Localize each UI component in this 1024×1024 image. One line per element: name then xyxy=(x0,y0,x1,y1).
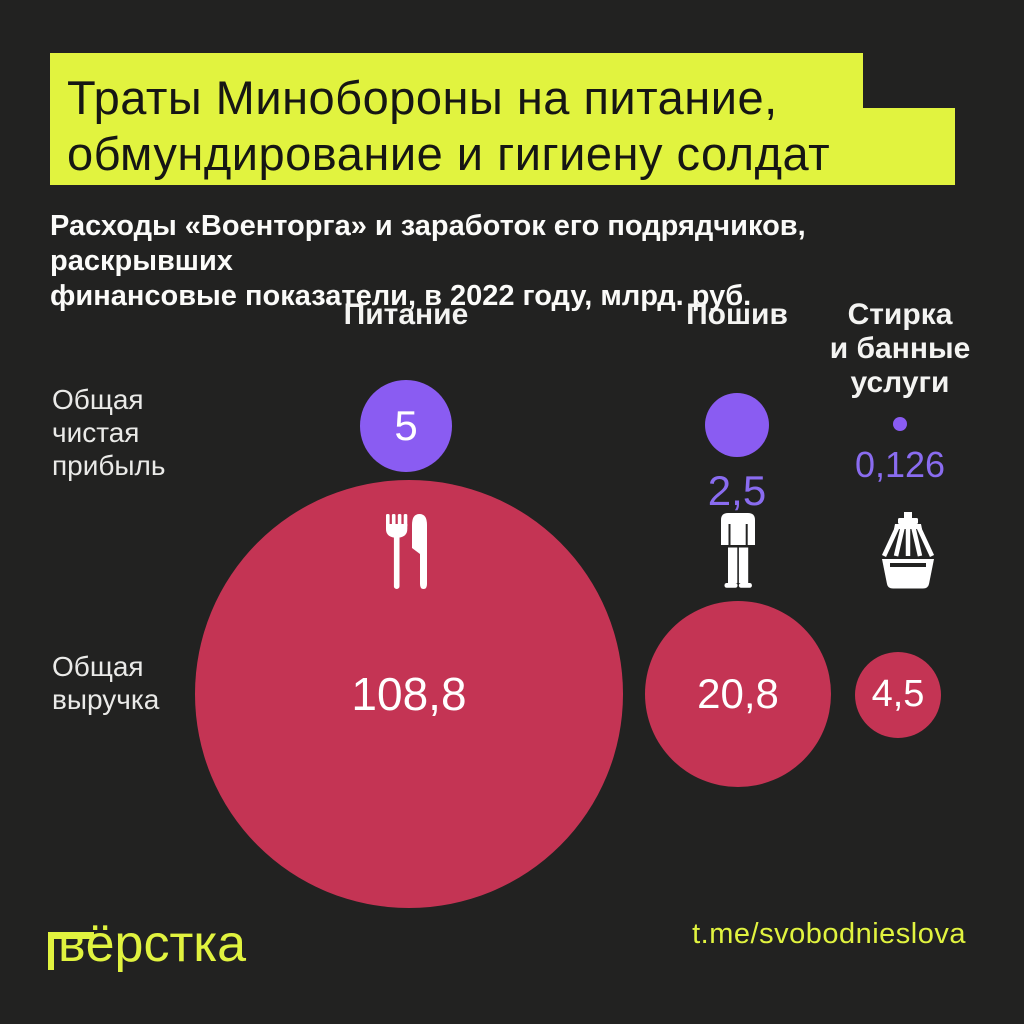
telegram-link[interactable]: t.me/svobodnieslova xyxy=(692,918,966,950)
shower-icon xyxy=(877,512,939,595)
bubble-profit-laundry xyxy=(892,416,908,432)
cutlery-icon xyxy=(384,514,432,595)
title-highlight-bottom xyxy=(50,108,955,185)
page-title-line-1: Траты Минобороны на питание, xyxy=(67,71,778,124)
column-header-laundry: Стирка и банные услуги xyxy=(829,298,971,399)
value-revenue-laundry: 4,5 xyxy=(871,673,925,716)
bubble-revenue-sewing: 20,8 xyxy=(644,600,832,788)
row-label-revenue: Общая выручка xyxy=(52,651,160,715)
subtitle: Расходы «Военторга» и заработок его подр… xyxy=(50,210,806,312)
logo-bar-shape xyxy=(48,932,94,939)
column-header-food: Питание xyxy=(343,298,469,331)
column-header-sewing: Пошив xyxy=(686,298,788,331)
bubble-revenue-laundry: 4,5 xyxy=(854,651,942,739)
value-profit-food: 5 xyxy=(394,401,418,449)
logo-text: вёрстка xyxy=(58,915,247,973)
bubble-profit-food: 5 xyxy=(360,380,452,472)
row-label-net-profit: Общая чистая прибыль xyxy=(52,384,166,481)
verstka-logo: вёрстка xyxy=(48,914,246,974)
value-profit-laundry: 0,126 xyxy=(854,444,946,485)
uniform-icon xyxy=(718,512,758,593)
bubble-profit-sewing xyxy=(704,392,770,458)
value-profit-sewing: 2,5 xyxy=(707,467,767,514)
value-revenue-food: 108,8 xyxy=(351,667,467,720)
value-revenue-sewing: 20,8 xyxy=(697,669,779,717)
page-title-line-2: обмундирование и гигиену солдат xyxy=(67,127,831,180)
bubble-revenue-food: 108,8 xyxy=(195,480,623,908)
logo-stem-shape xyxy=(48,932,54,970)
title-highlight-top xyxy=(50,53,863,109)
